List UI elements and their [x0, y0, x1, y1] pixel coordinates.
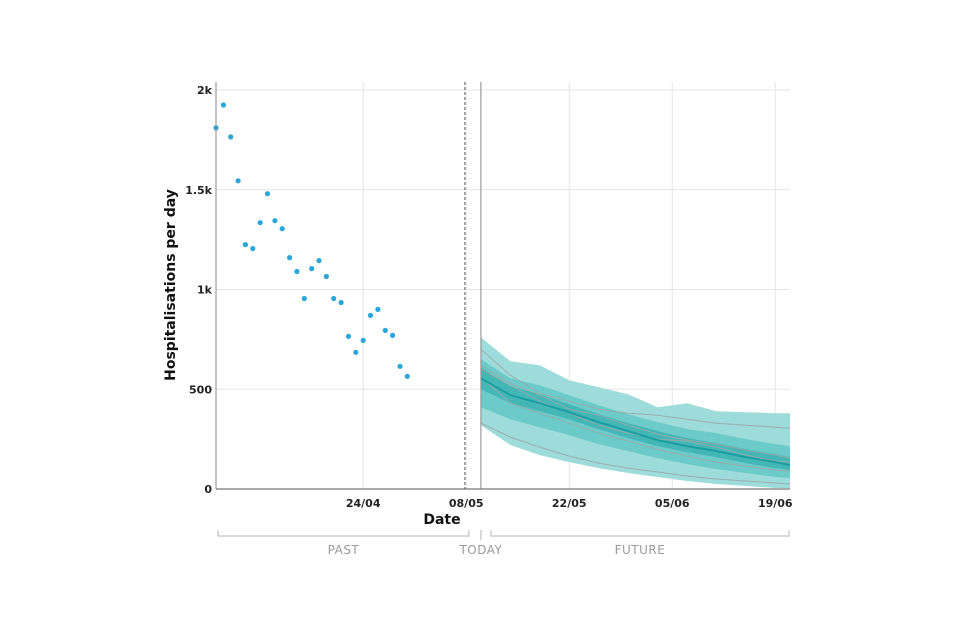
- observed-point: [287, 255, 293, 261]
- observed-point: [257, 220, 263, 226]
- observed-point: [390, 332, 396, 338]
- observed-point: [360, 337, 366, 343]
- past-label: PAST: [328, 543, 360, 557]
- future-bracket: [490, 530, 790, 537]
- observed-point: [294, 268, 300, 275]
- y-tick-label: 1.5k: [185, 184, 212, 197]
- y-tick-label: 0: [204, 483, 212, 496]
- observed-point: [323, 273, 329, 280]
- observed-point: [338, 299, 344, 306]
- observed-point: [272, 218, 278, 224]
- x-tick-label: 22/05: [552, 497, 587, 510]
- observed-point: [279, 226, 285, 232]
- grid: [216, 82, 790, 489]
- past-bracket: [217, 530, 470, 537]
- observed-point: [375, 306, 381, 312]
- observed-point: [309, 266, 315, 272]
- observed-point: [228, 134, 234, 140]
- x-tick-label: 19/06: [758, 497, 793, 510]
- observed-point: [404, 373, 410, 379]
- scenario-line: [480, 364, 791, 459]
- observed-points: [213, 102, 410, 379]
- median-line-path: [480, 377, 791, 467]
- x-axis-title: Date: [423, 512, 460, 528]
- observed-point: [242, 242, 248, 248]
- period-brackets: PAST TODAY FUTURE: [217, 530, 790, 557]
- axes: [215, 82, 790, 490]
- observed-point: [331, 295, 337, 302]
- median-line: [480, 377, 791, 467]
- observed-point: [250, 246, 256, 252]
- y-tick-labels: 0 500 1k 1.5k 2k: [185, 84, 212, 496]
- observed-point: [382, 327, 388, 333]
- x-tick-label: 08/05: [449, 497, 484, 510]
- x-tick-label: 05/06: [655, 497, 690, 510]
- today-label: TODAY: [458, 543, 502, 557]
- observed-point: [345, 333, 352, 339]
- observed-point: [301, 295, 307, 302]
- y-axis-title: Hospitalisations per day: [163, 189, 179, 381]
- future-label: FUTURE: [615, 543, 666, 557]
- x-tick-labels: 24/04 08/05 22/05 05/06 19/06: [346, 497, 793, 510]
- scenario-line: [480, 422, 791, 485]
- observed-point: [316, 258, 322, 264]
- observed-point: [235, 178, 241, 184]
- observed-point: [353, 349, 359, 355]
- observed-point: [264, 191, 271, 197]
- y-tick-label: 500: [189, 383, 212, 396]
- observed-point: [367, 312, 374, 318]
- scenario-line: [480, 349, 791, 429]
- scenario-line: [480, 376, 791, 472]
- band-inner: [480, 367, 790, 470]
- y-tick-label: 1k: [197, 284, 213, 297]
- observed-point: [397, 363, 403, 369]
- x-tick-label: 24/04: [346, 497, 381, 510]
- y-tick-label: 2k: [197, 84, 213, 97]
- observed-point: [220, 102, 226, 108]
